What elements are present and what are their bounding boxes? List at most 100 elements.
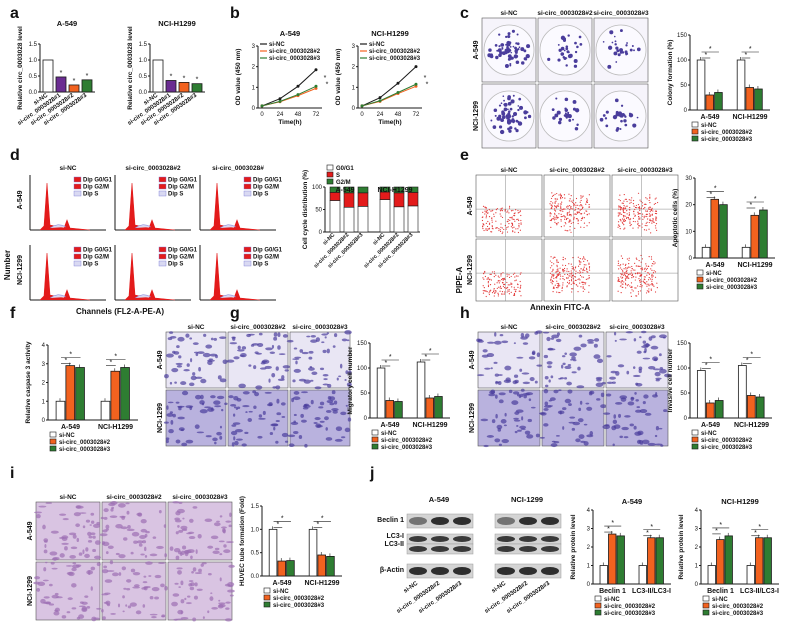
e-tile-r0c2-event	[638, 225, 640, 227]
e-tile-r1c1-event	[585, 278, 587, 280]
h-tile-r1c0-cell	[494, 438, 501, 443]
e-tile-r1c2-event	[639, 275, 641, 277]
e-tile-r0c2-event	[640, 200, 642, 203]
i-tile-r0c1-cell	[140, 528, 148, 533]
j-blot-title: NCI-1299	[511, 495, 543, 504]
e-tile-r0c0-event	[514, 231, 516, 233]
i-tile-r1c2-cell	[192, 567, 197, 572]
e-legend-swatch	[696, 276, 704, 283]
e-tile-r1c1-event	[571, 277, 573, 279]
d-legend-swatch	[326, 164, 334, 171]
i-tile-r0c2-cell	[222, 528, 226, 533]
e-tile-r1c0-event	[493, 288, 495, 290]
c-tile-r1c0-colony	[511, 115, 515, 118]
d-s-phase	[49, 224, 67, 229]
j0-group-label: LC3-II/LC3-I	[632, 588, 671, 595]
e-tile-r1c1-event	[555, 286, 558, 289]
e-tile-r1c1-event	[551, 270, 553, 273]
e-tile-r1c1-event	[562, 270, 564, 272]
e-tile-r1c2	[611, 238, 679, 302]
e-tile-r1c1-event	[582, 268, 585, 270]
e-tile-r0c1-event	[567, 207, 569, 209]
i-tile-r1c1-cell	[129, 602, 137, 607]
j-band	[431, 536, 449, 542]
j-band	[453, 536, 471, 542]
e-tile-r1c1-event	[577, 265, 580, 267]
h-tile-r0c1-cell	[593, 354, 601, 359]
h-tile-r0c2-cell	[650, 345, 659, 350]
e-tile-r0c0-event	[484, 210, 486, 212]
e-tile-r0c2-event	[624, 227, 626, 229]
g-tile-r1c0-cell	[214, 405, 222, 408]
g-tile-r1c1-cell	[276, 412, 282, 416]
h-tile-r0c1-cell	[596, 378, 602, 382]
c-tile-r0c0-colony	[496, 49, 499, 52]
g-tile-r1c1-cell	[242, 405, 250, 408]
e-tile-r1c1-event	[577, 291, 579, 293]
g-legend-swatch	[371, 436, 379, 443]
e-tile-r0c2-event	[638, 212, 640, 215]
e-tile-r1c1-event	[575, 273, 577, 275]
b-point	[378, 96, 382, 100]
g-tile-r0c2-cell	[292, 379, 296, 383]
h-tile-r1c2-cell	[612, 443, 615, 447]
e-tile-r0c0-event	[495, 220, 497, 222]
a1-ytick-label: 0.0	[139, 90, 148, 96]
c-legend-label: si-circ_0003028#3	[701, 137, 753, 143]
h-tile-r1c1-cell	[553, 441, 560, 444]
b-point	[414, 65, 418, 69]
e-tile-r1c1-event	[562, 256, 564, 258]
h-tile-r0c1-cell	[569, 352, 577, 357]
e-tile-r0c2-event	[617, 215, 619, 217]
e-tile-r1c2-event	[652, 275, 654, 277]
e-tile-r0c2-event	[646, 210, 649, 212]
g-tile-r1c2-cell	[292, 430, 299, 435]
e-tile-r0c1-event	[573, 216, 575, 218]
e-tile-r0c0-event	[482, 225, 484, 227]
e-tile-r0c1-event	[573, 205, 575, 207]
g-tile-r1c2-cell	[340, 411, 347, 416]
i-tile-r1c1-cell	[112, 572, 119, 577]
e-tile-r1c1-event	[552, 269, 554, 271]
b-series-line	[361, 66, 417, 107]
g-tile-r1c0-cell	[175, 439, 181, 444]
i-tile-r1c0-cell	[43, 596, 50, 599]
f-legend-swatch	[49, 445, 57, 452]
e-tile-r1c0-event	[498, 282, 500, 284]
i-tile-r0c2-cell	[218, 540, 225, 543]
g-tile-r0c1-cell	[273, 332, 278, 337]
h-group-label: NCI-H1299	[734, 422, 769, 429]
i-tile-r1c0-cell	[48, 583, 53, 587]
e-tile-r1c2-event	[644, 270, 646, 272]
g-tile-r0c0-cell	[192, 372, 196, 376]
c-tile-r0c2-colony	[619, 29, 623, 33]
i-tile-r0c2-cell	[189, 518, 194, 523]
e-tile-r0c2-event	[632, 220, 635, 223]
h-tile-r0c0-cell	[494, 373, 499, 377]
h-tile-r1c1-cell	[558, 389, 562, 392]
e-tile-r1c1-event	[570, 280, 573, 282]
g-tile-r1c1-cell	[267, 403, 273, 407]
a0-ylabel: Relative circ_0003028 level	[17, 26, 24, 110]
i-tile-r1c1-cell	[109, 560, 114, 565]
h-col-label: si-NC	[501, 324, 518, 331]
g-tile-r0c0-cell	[205, 344, 213, 349]
e-tile-r1c0-event	[518, 290, 520, 292]
e-tile-r1c0-event	[503, 293, 506, 295]
e-tile-r0c1-event	[581, 217, 583, 220]
e-tile-r0c2-event	[621, 208, 624, 210]
h-tile-r0c2-cell	[638, 366, 643, 371]
i-tile-r1c1-cell	[127, 605, 132, 609]
e-tile-r1c1-event	[572, 282, 574, 284]
e-tile-r1c2-event	[635, 287, 637, 289]
c-tile-r0c1-colony	[558, 48, 562, 52]
g-row-label: NCI-1299	[157, 403, 164, 433]
e-tile-r0c2-event	[619, 212, 621, 214]
c-tile-r0c0-colony	[523, 49, 527, 53]
j-band-label: LC3-II	[385, 541, 405, 548]
e-tile-r1c2-event	[626, 277, 628, 279]
g-tile-r1c0-cell	[166, 405, 169, 410]
e-tile-r1c1-event	[579, 282, 581, 284]
e-tile-r0c2-event	[623, 216, 625, 218]
c-tile-r0c0-colony	[507, 34, 511, 39]
